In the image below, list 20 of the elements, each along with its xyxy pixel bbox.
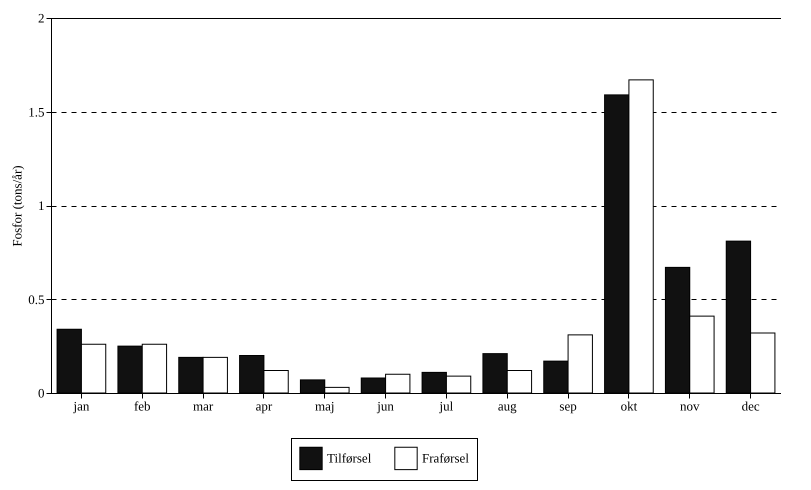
x-tick-label: mar xyxy=(192,398,214,414)
y-tick-label: 2 xyxy=(38,10,44,26)
x-tick-label: jan xyxy=(72,398,90,414)
x-tick-label: apr xyxy=(256,398,273,414)
legend-label: Tilførsel xyxy=(327,450,372,466)
legend-label: Fraførsel xyxy=(422,450,470,466)
y-tick-label: 1 xyxy=(38,198,44,213)
y-axis-title: Fosfor (tons/år) xyxy=(9,165,24,247)
x-tick-label: nov xyxy=(680,398,700,414)
x-tick-label: jul xyxy=(438,398,454,414)
x-tick-label: dec xyxy=(742,398,760,414)
x-tick-label: aug xyxy=(498,398,518,414)
x-tick-label: okt xyxy=(620,398,638,414)
y-tick-label: 0 xyxy=(38,386,44,400)
x-tick-label: feb xyxy=(134,398,151,414)
x-tick-label: jun xyxy=(376,398,394,414)
x-tick-label: sep xyxy=(559,398,577,414)
y-tick-label: 1.5 xyxy=(28,104,44,120)
y-tick-label: 0.5 xyxy=(28,292,44,307)
x-tick-label: maj xyxy=(315,398,334,414)
